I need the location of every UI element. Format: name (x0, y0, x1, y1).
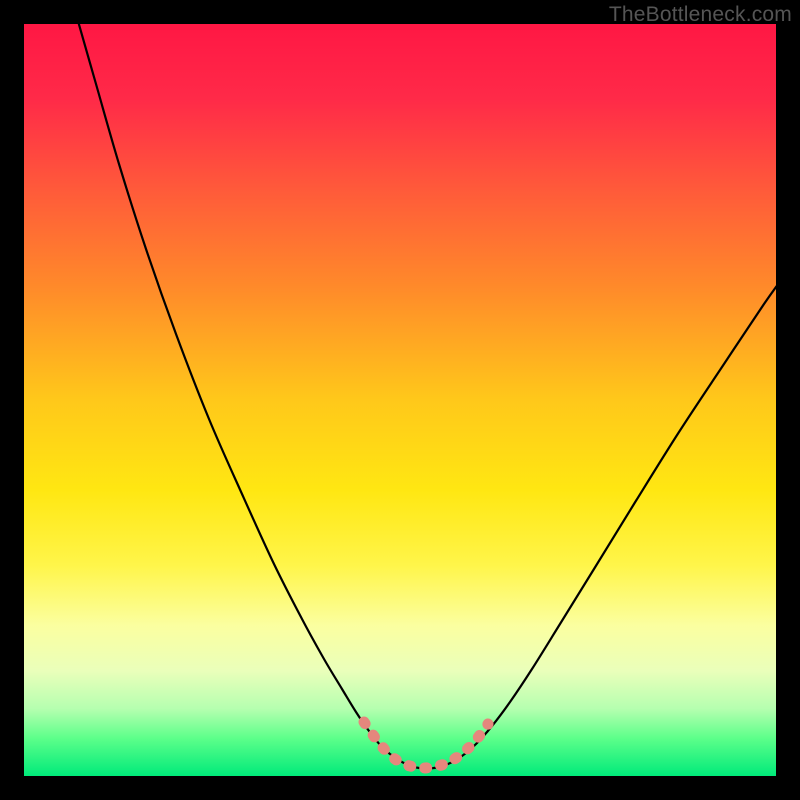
watermark-text: TheBottleneck.com (609, 3, 792, 27)
bottleneck-curve (76, 24, 776, 769)
plot-area (24, 24, 776, 776)
curve-layer (24, 24, 776, 776)
outer-frame: TheBottleneck.com (0, 0, 800, 800)
valley-dotted-overlay (364, 722, 488, 768)
